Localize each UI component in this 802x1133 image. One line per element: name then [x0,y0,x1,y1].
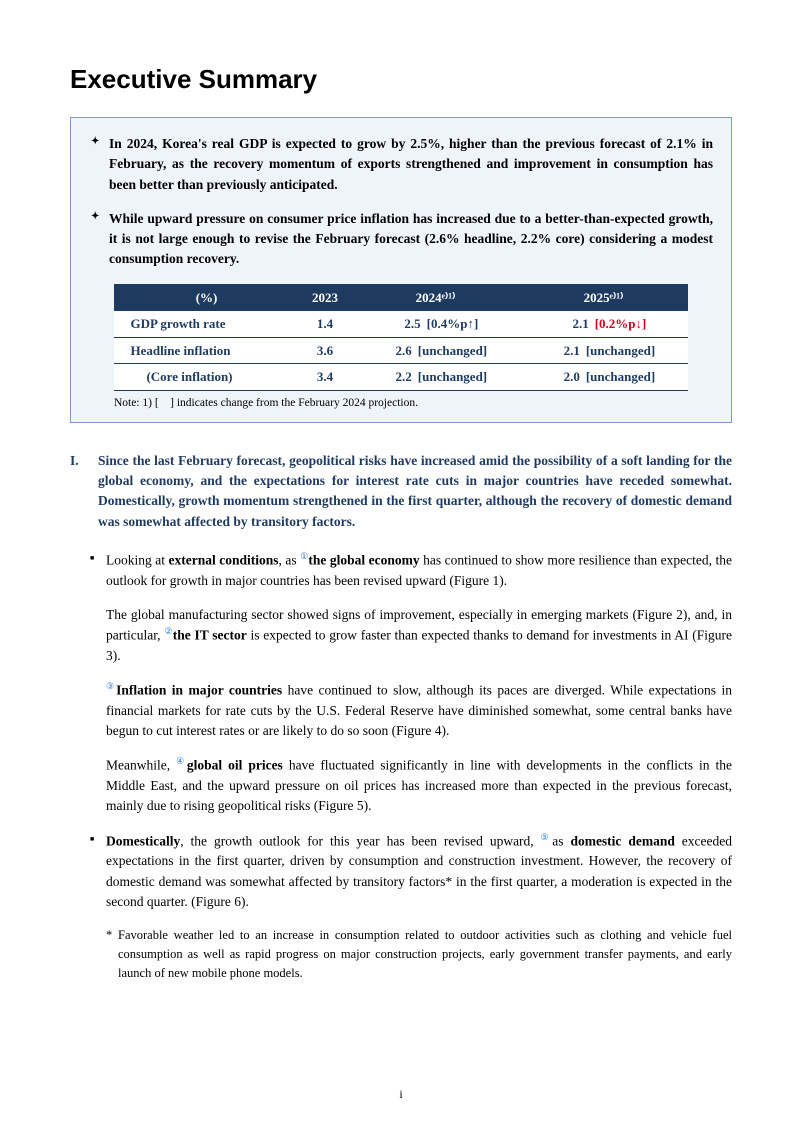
page-number: i [0,1085,802,1103]
bold-text: external conditions [169,552,279,567]
summary-bullet: While upward pressure on consumer price … [89,209,713,270]
summary-bullet: In 2024, Korea's real GDP is expected to… [89,134,713,195]
table-row: GDP growth rate1.42.5[0.4%p↑]2.1[0.2%p↓] [114,311,687,338]
table-cell-label: Headline inflation [114,337,298,364]
summary-bullet-list: In 2024, Korea's real GDP is expected to… [89,134,713,270]
table-header-cell: 2025ᵉ⁾¹⁾ [519,284,687,311]
footnote: Favorable weather led to an increase in … [106,926,732,982]
table-note: Note: 1) [ ] indicates change from the F… [114,395,688,412]
table-cell: 2.1[0.2%p↓] [519,311,687,338]
table-row: Headline inflation3.62.6[unchanged]2.1[u… [114,337,687,364]
table-cell: 2.0[unchanged] [519,364,687,391]
text: , the growth outlook for this year has b… [180,833,540,848]
ref-marker: ④ [176,756,187,766]
section-heading: I. Since the last February forecast, geo… [70,451,732,532]
paragraph: Domestically, the growth outlook for thi… [106,831,732,913]
bold-text: global oil prices [187,758,283,773]
table-header-cell: 2024ᵉ⁾¹⁾ [351,284,519,311]
ref-marker: ⑤ [541,832,553,842]
table-cell: 2.2[unchanged] [351,364,519,391]
section-heading-text: Since the last February forecast, geopol… [98,451,732,532]
bold-text: domestic demand [570,833,674,848]
table-cell: 3.6 [299,337,352,364]
table-cell: 2.1[unchanged] [519,337,687,364]
bold-text: the global economy [308,552,419,567]
section-roman: I. [70,451,98,532]
paragraph: Looking at external conditions, as ①the … [106,550,732,591]
table-cell-label: GDP growth rate [114,311,298,338]
text: Meanwhile, [106,758,176,773]
text: , as [279,552,301,567]
page-title: Executive Summary [70,60,732,99]
body-item-external: Looking at external conditions, as ①the … [90,550,732,817]
text: Looking at [106,552,169,567]
table-cell: 3.4 [299,364,352,391]
text: as [552,833,570,848]
paragraph: ③Inflation in major countries have conti… [106,680,732,741]
body-item-domestic: Domestically, the growth outlook for thi… [90,831,732,983]
bold-text: the IT sector [173,628,247,643]
paragraph: The global manufacturing sector showed s… [106,605,732,666]
forecast-table: (%) 2023 2024ᵉ⁾¹⁾ 2025ᵉ⁾¹⁾ GDP growth ra… [114,284,688,391]
table-header-cell: 2023 [299,284,352,311]
table-cell: 2.6[unchanged] [351,337,519,364]
ref-marker: ③ [106,681,116,691]
table-header-cell: (%) [114,284,298,311]
bold-text: Inflation in major countries [116,683,282,698]
ref-marker: ② [164,626,172,636]
table-row: (Core inflation)3.42.2[unchanged]2.0[unc… [114,364,687,391]
body-list: Looking at external conditions, as ①the … [70,550,732,983]
bold-text: Domestically [106,833,180,848]
paragraph: Meanwhile, ④global oil prices have fluct… [106,755,732,816]
table-cell-label: (Core inflation) [114,364,298,391]
table-header-row: (%) 2023 2024ᵉ⁾¹⁾ 2025ᵉ⁾¹⁾ [114,284,687,311]
table-cell: 2.5[0.4%p↑] [351,311,519,338]
table-cell: 1.4 [299,311,352,338]
summary-box: In 2024, Korea's real GDP is expected to… [70,117,732,423]
